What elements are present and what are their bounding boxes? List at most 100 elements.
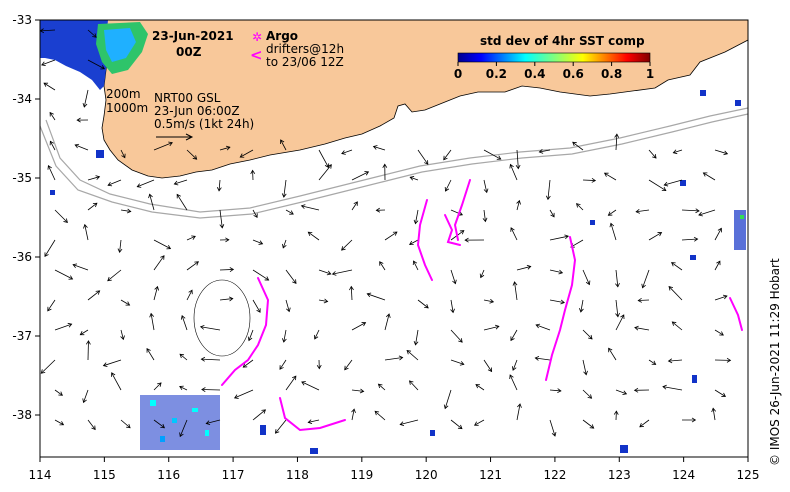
current-arrow [615,314,625,331]
current-arrow [279,359,287,370]
current-arrow [120,419,131,429]
current-arrow [714,357,732,363]
current-arrow [87,290,101,301]
colorbar-title: std dev of 4hr SST comp [480,34,645,48]
current-arrow [153,285,160,301]
current-arrow [252,299,261,313]
plot-frame [39,19,749,458]
current-arrow [40,359,56,374]
current-arrow [538,149,551,154]
current-arrow [219,267,235,272]
current-arrow [384,231,398,241]
current-arrow [702,172,716,181]
current-arrow [535,323,551,331]
current-arrow [47,299,56,312]
current-arrow [516,199,521,211]
current-arrow [377,383,386,391]
y-tick-label: -33 [12,13,32,27]
current-arrow [186,149,198,160]
current-arrow [482,209,488,223]
current-arrow [49,140,56,151]
current-arrow [668,286,683,301]
current-arrow [74,143,89,151]
current-arrow [409,176,419,181]
sst-speckle [50,90,746,454]
current-arrow [576,203,584,211]
current-arrow [85,340,91,361]
current-arrow [351,322,367,331]
current-arrow [341,239,353,251]
current-arrow [667,358,683,364]
current-arrow [608,347,617,361]
current-arrow [450,359,465,366]
current-arrow [120,329,125,341]
current-arrow [549,269,564,275]
current-arrow [635,208,650,214]
drifter-track [416,199,433,281]
colorbar-ticks: 0 0.2 0.4 0.6 0.8 1 [454,62,654,81]
current-arrow [607,209,617,216]
current-arrow [549,419,557,437]
current-arrow [102,359,122,367]
x-tick-label: 124 [672,468,695,482]
current-arrow [464,237,485,243]
current-arrow [714,294,728,301]
current-arrow [711,407,717,421]
current-arrow [252,269,270,281]
current-arrow [512,281,518,301]
current-arrow [136,179,155,188]
current-arrow [582,269,591,286]
current-arrow [413,209,419,225]
drifter-label-1: drifters@12h [266,42,344,56]
drifter-label-2: to 23/06 12Z [266,55,344,69]
current-arrow [54,269,74,280]
current-vectors [40,28,732,438]
current-arrow [54,389,63,396]
current-arrow [516,403,522,421]
current-arrow [444,179,452,192]
current-arrow [510,329,518,342]
current-arrow [41,59,56,67]
current-arrow [417,299,429,309]
current-arrow [153,382,162,391]
current-arrow [681,208,700,214]
current-arrow [681,417,697,423]
current-arrow [120,299,131,306]
drifter-track [545,236,577,381]
current-arrow [250,169,256,181]
current-arrow [318,164,332,181]
y-tick-label: -37 [12,329,32,343]
current-arrow [44,239,56,257]
current-arrow [87,175,101,181]
x-tick-label: 120 [415,468,438,482]
current-arrow [483,324,500,331]
drifter-track [444,214,461,246]
current-arrow [252,239,264,245]
current-arrow [82,389,89,404]
colorbar-tick-label: 0 [454,67,462,81]
x-tick-label: 114 [29,468,52,482]
current-arrow [384,355,404,361]
current-arrow [473,419,485,426]
current-arrow [613,410,619,421]
y-tick-label: -38 [12,408,32,422]
current-arrow [281,329,287,343]
colorbar-tick-label: 0.4 [524,67,545,81]
current-arrow [341,149,353,155]
current-arrow [186,289,193,301]
current-arrow [153,255,165,271]
colorbar [457,52,651,63]
current-arrow [609,222,617,241]
current-arrow [582,419,595,429]
current-arrow [379,261,386,271]
current-arrow [280,139,287,151]
current-arrow [545,179,551,201]
current-arrow [382,163,388,181]
current-arrow [83,223,89,241]
isobath-1000m-label: 1000m [106,101,148,115]
current-arrow [443,389,452,410]
current-arrow [54,419,65,426]
current-arrow [216,179,222,192]
current-arrow [615,269,620,288]
current-arrow [179,353,188,361]
